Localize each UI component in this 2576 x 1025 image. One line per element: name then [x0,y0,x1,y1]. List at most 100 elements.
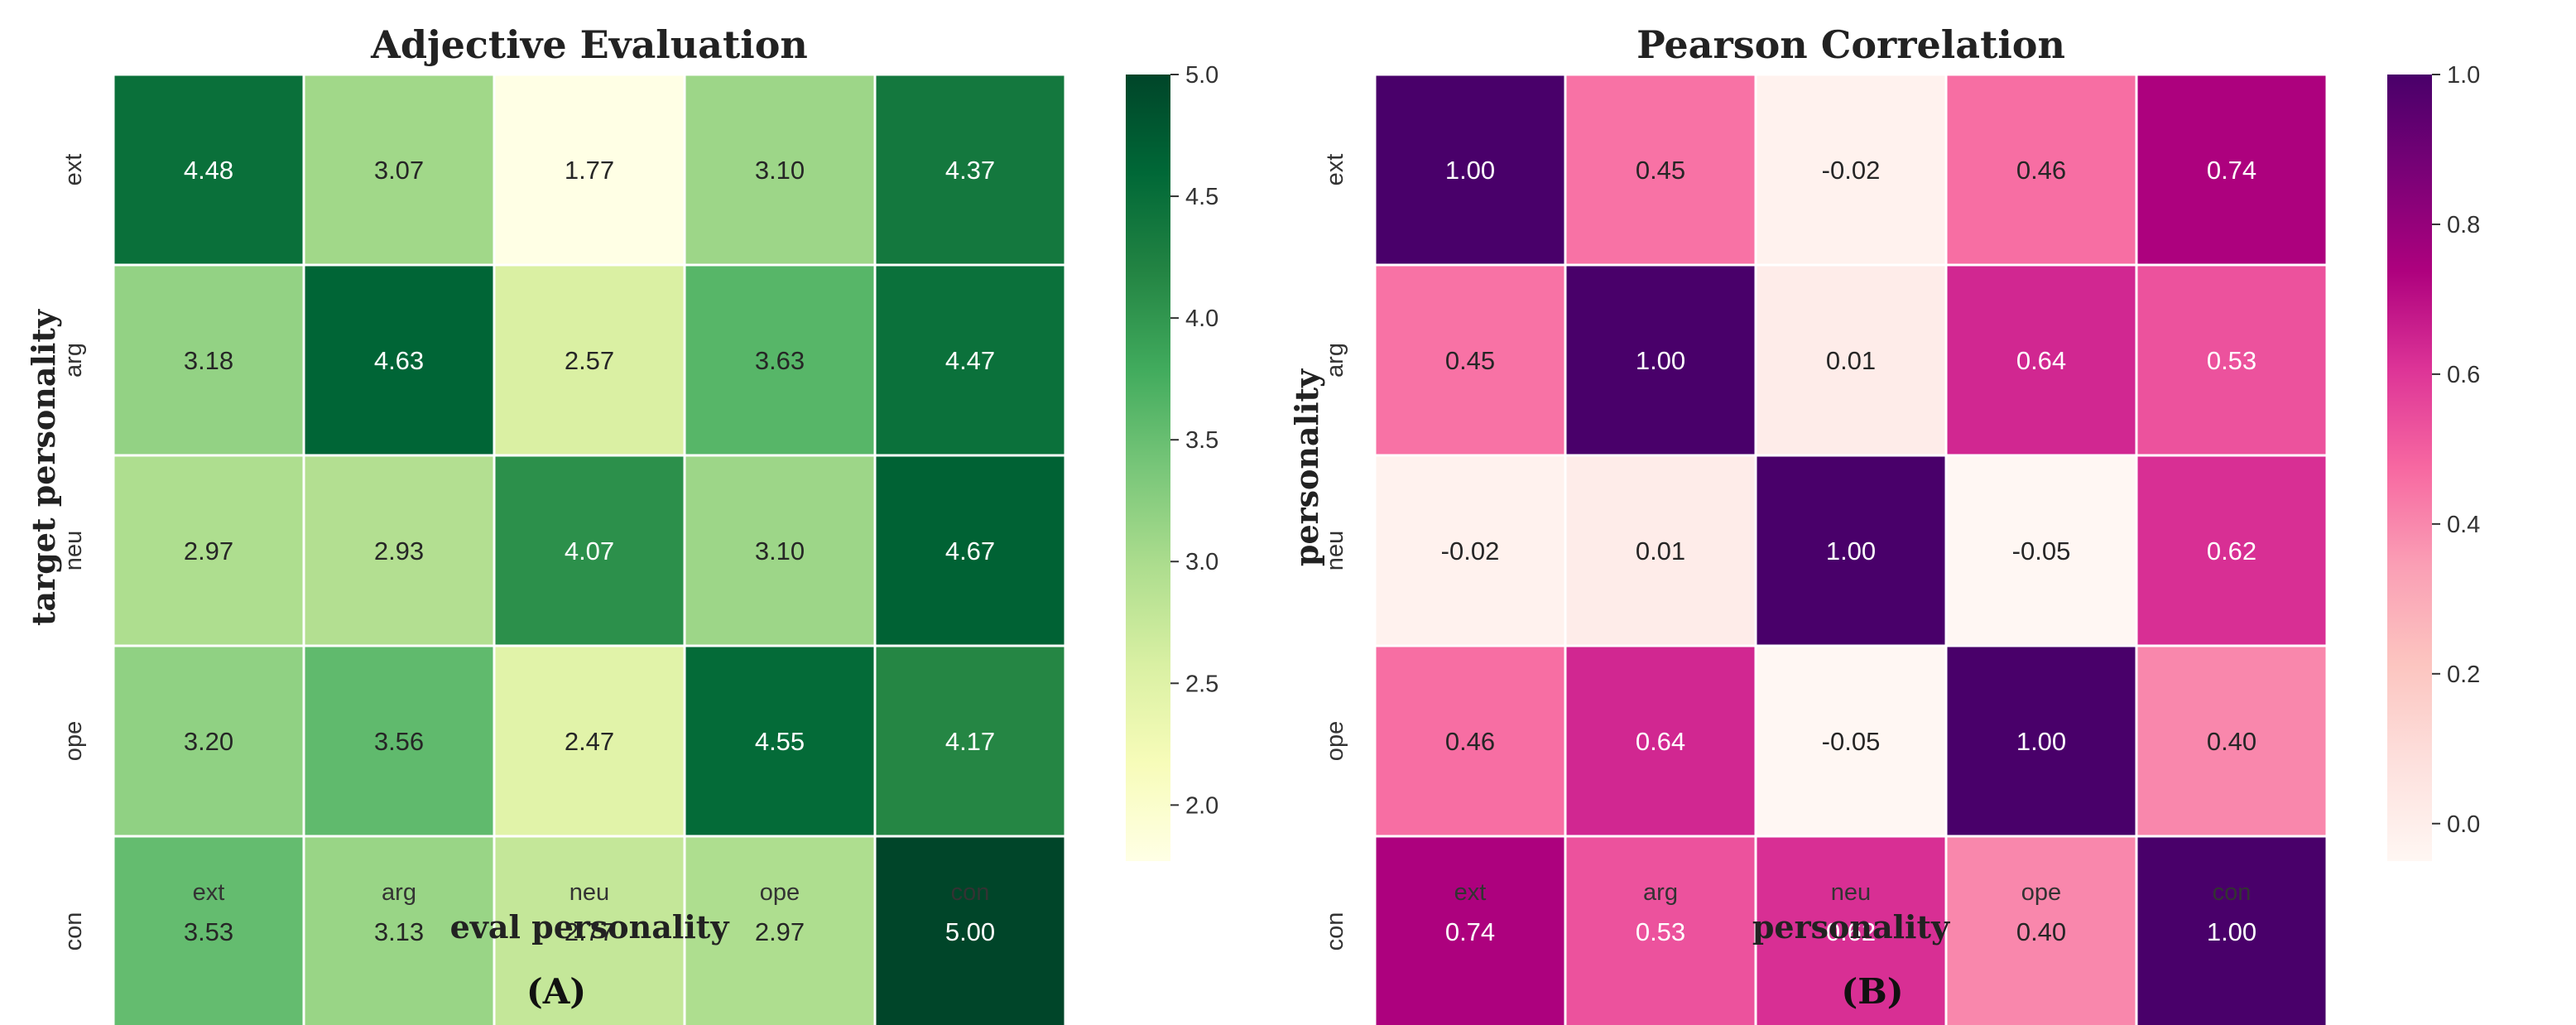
cell-value-label: -0.05 [2012,537,2071,565]
colorbar-tick-label: 0.4 [2447,512,2480,538]
colorbar-tick-label: 4.0 [1185,306,1218,332]
heatmap-cell [302,644,496,838]
cell-value-label: 0.01 [1636,537,1685,565]
x-tick-label: arg [1643,879,1678,906]
x-axis-label: personality [1752,908,1950,946]
colorbar [1126,75,1170,861]
colorbar-tick-label: 2.0 [1185,792,1218,819]
heatmap-cell [1944,835,2138,1025]
heatmap-cell [112,835,305,1025]
y-tick-label: con [60,912,87,951]
cell-value-label: 0.74 [2207,156,2256,185]
cell-value-label: 5.00 [945,917,995,946]
cell-value-label: 4.67 [945,537,995,565]
cell-value-label: 0.40 [2016,917,2066,946]
cell-value-label: 4.07 [565,537,614,565]
y-tick-label: con [1322,912,1348,951]
cell-value-label: 0.64 [1636,727,1685,756]
x-tick-label: con [2213,879,2252,906]
colorbar [2387,75,2432,861]
cell-value-label: 3.10 [755,156,805,185]
cell-value-label: 3.18 [184,346,233,375]
colorbar-tick-label: 4.5 [1185,184,1218,210]
cell-value-label: 3.07 [374,156,424,185]
y-tick-label: arg [60,343,87,378]
cell-value-label: 0.62 [1826,917,1876,946]
heatmap-cell [873,835,1067,1025]
x-tick-labels: ext arg neu ope con [193,879,990,906]
y-tick-labels: ext arg neu ope con [1322,154,1348,951]
heatmap-cell [683,644,877,838]
cell-value-label: 4.63 [374,346,424,375]
cell-value-label: 3.56 [374,727,424,756]
cell-value-label: 0.46 [1445,727,1495,756]
y-tick-label: ext [60,154,87,186]
x-tick-label: neu [570,879,609,906]
cell-value-label: -0.02 [1822,156,1881,185]
y-tick-label: ope [1322,721,1348,761]
heatmap-cell [2135,644,2328,838]
heatmap-cell [112,644,305,838]
heatmap-cell [873,263,1067,457]
heatmap-cell [2135,835,2328,1025]
cell-value-label: -0.02 [1441,537,1500,565]
heatmap-cell [1564,263,1757,457]
cell-value-label: 4.48 [184,156,233,185]
cell-value-label: 4.17 [945,727,995,756]
heatmap-cell [493,644,686,838]
cell-value-label: 3.53 [184,917,233,946]
heatmap-cell [683,73,877,267]
colorbar-tick-label: 0.6 [2447,362,2480,388]
cell-value-label: 2.47 [565,727,614,756]
heatmap-cell [1944,644,2138,838]
y-tick-label: ext [1322,154,1348,186]
heatmap-cell [112,73,305,267]
cell-value-label: 0.46 [2016,156,2066,185]
chart-title: Pearson Correlation [1636,22,2065,67]
heatmap-cell [1373,73,1567,267]
x-axis-label: eval personality [450,908,730,946]
cell-value-label: 0.45 [1636,156,1685,185]
colorbar-ticks: 0.0 0.2 0.4 0.6 0.8 1.0 [2432,62,2480,838]
colorbar-tick-label: 3.0 [1185,549,1218,575]
heatmap-cell [302,835,496,1025]
cell-value-label: 3.10 [755,537,805,565]
cell-value-label: 1.00 [1826,537,1876,565]
colorbar-ticks: 2.0 2.5 3.0 3.5 4.0 4.5 5.0 [1170,62,1218,819]
cell-value-label: 2.93 [374,537,424,565]
heatmap-cell [493,263,686,457]
heatmap-cell-labels: 1.00 0.45 -0.02 0.46 0.74 0.45 1.00 0.01 0.64 0.5… [1441,156,2257,946]
x-tick-labels: ext arg neu ope con [1454,879,2252,906]
colorbar-tick-label: 0.8 [2447,212,2480,238]
cell-value-label: 0.53 [2207,346,2256,375]
panel-label: (A) [526,971,586,1012]
cell-value-label: 4.55 [755,727,805,756]
cell-value-label: 2.97 [184,537,233,565]
heatmap-cell [1373,835,1567,1025]
panel-label: (B) [1841,971,1903,1012]
x-tick-label: con [951,879,990,906]
x-tick-label: ope [760,879,800,906]
y-tick-label: arg [1322,343,1348,378]
x-tick-label: ext [193,879,225,906]
cell-value-label: 0.62 [2207,537,2256,565]
cell-value-label: 0.64 [2016,346,2066,375]
y-tick-label: ope [60,721,87,761]
colorbar-tick-label: 0.0 [2447,811,2480,838]
cell-value-label: 2.77 [565,917,614,946]
cell-value-label: 4.37 [945,156,995,185]
heatmap-cell [493,73,686,267]
colorbar-tick-label: 1.0 [2447,62,2480,89]
chart-title: Adjective Evaluation [370,22,808,67]
heatmap-cell [1564,835,1757,1025]
cell-value-label: 1.00 [2207,917,2256,946]
heatmap-cell [1944,73,2138,267]
heatmap-cell [873,644,1067,838]
heatmap-cell [493,454,686,647]
cell-value-label: 4.47 [945,346,995,375]
heatmap-cells [112,73,1067,1025]
cell-value-label: 0.53 [1636,917,1685,946]
cell-value-label: 1.00 [1636,346,1685,375]
cell-value-label: 3.20 [184,727,233,756]
